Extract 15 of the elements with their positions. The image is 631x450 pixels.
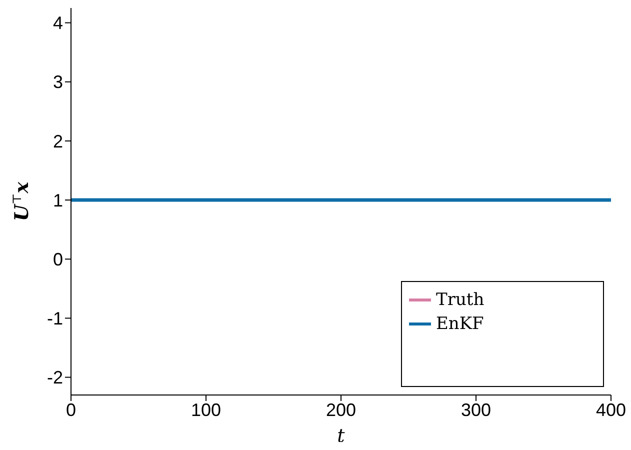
x-tick-label: 300: [460, 400, 492, 420]
legend-label: EnKF: [436, 314, 484, 334]
y-tick-label: 0: [52, 249, 63, 270]
x-tick-label: 0: [66, 400, 76, 420]
x-tick-label: 100: [190, 400, 222, 420]
y-tick-label: 1: [52, 190, 63, 210]
y-tick-label: 3: [52, 72, 63, 92]
x-tick-label: 200: [326, 400, 356, 420]
y-tick-label: 4: [52, 13, 63, 34]
legend-label: Truth: [436, 290, 484, 310]
x-tick-label: 400: [596, 400, 626, 420]
y-tick-label: -1: [46, 308, 63, 329]
x-axis-title: t: [337, 425, 346, 447]
y-tick-label: -2: [46, 368, 63, 388]
y-tick-label: 2: [52, 131, 63, 152]
